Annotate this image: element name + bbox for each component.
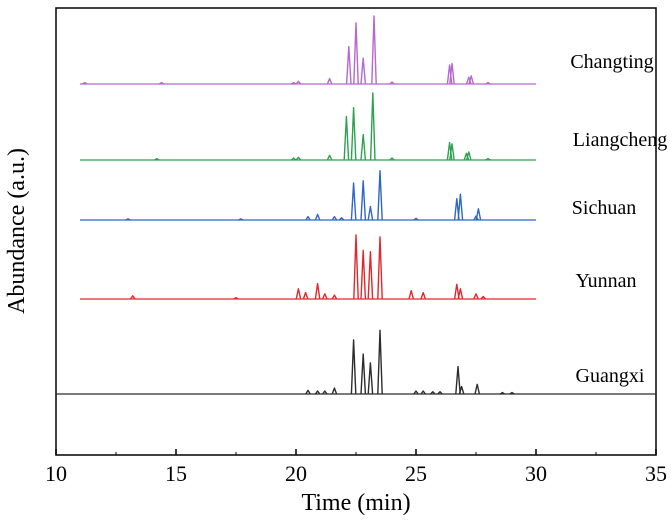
chromatogram-peak: [468, 75, 475, 85]
chromatogram-peak: [473, 215, 479, 221]
chromatogram-peak: [350, 182, 357, 221]
chromatogram-peak: [474, 383, 481, 395]
chromatogram-peak: [353, 22, 359, 85]
chromatogram-peak: [367, 205, 374, 221]
chromatogram-peak: [420, 291, 427, 300]
chromatogram-peak: [509, 391, 515, 395]
series-guangxi: Guangxi: [56, 329, 656, 395]
chromatogram-peak: [350, 339, 357, 395]
chromatogram-peak: [371, 15, 377, 85]
y-axis-title: Abundance (a.u.): [4, 148, 30, 314]
chromatogram-peak: [353, 234, 359, 300]
chromatogram-peak: [326, 154, 333, 161]
chromatogram-peak: [455, 365, 461, 395]
chromatogram-peak: [82, 81, 88, 85]
chromatogram-peak: [331, 294, 338, 300]
chromatogram-peak: [449, 143, 455, 161]
chromatogram-peak: [314, 282, 321, 300]
chromatogram-peak: [350, 107, 357, 161]
chromatogram-peak: [295, 156, 302, 161]
chromatogram-peak: [420, 390, 426, 395]
chromatogram-peak: [485, 81, 491, 85]
chromatogram-peak: [499, 391, 505, 395]
chromatogram-peak: [331, 387, 338, 395]
chromatogram-peak: [389, 81, 395, 85]
chromatogram-peak: [449, 62, 455, 85]
series-liangcheng: Liangcheng: [80, 92, 667, 161]
chromatogram-peak: [457, 193, 464, 221]
chromatogram-peak: [305, 215, 311, 221]
chromatogram-peak: [326, 77, 333, 85]
chromatogram-peak: [295, 288, 302, 300]
chromatogram-peak: [238, 218, 244, 221]
chromatogram-peak: [314, 213, 321, 221]
chromatogram-peak: [413, 217, 419, 221]
chromatogram-peak: [437, 391, 443, 395]
series-sichuan: Sichuan: [80, 170, 636, 221]
series-traces: Changting Liangcheng Sichuan Yunnan Guangxi: [56, 15, 667, 395]
chromatogram-peak: [233, 297, 239, 300]
chromatogram-peak: [413, 390, 419, 395]
chromatogram-peak: [291, 81, 297, 85]
chromatogram-peak: [369, 92, 376, 161]
chromatogram-peak: [360, 249, 367, 300]
chromatogram-peak: [377, 329, 383, 395]
chromatogram-peak: [360, 133, 367, 161]
chromatogram-peak: [473, 293, 479, 300]
chromatogram-peak: [130, 295, 136, 300]
chromatogram-peak: [367, 362, 374, 395]
series-label: Liangcheng: [573, 129, 667, 151]
chromatogram-peak: [305, 389, 311, 395]
x-axis-title: Time (min): [301, 490, 410, 516]
chromatogram-peak: [360, 57, 367, 85]
chromatogram-peak: [314, 390, 321, 395]
series-changting: Changting: [80, 15, 654, 85]
series-label: Changting: [570, 51, 653, 73]
chromatogram-peak: [343, 115, 350, 161]
chromatogram-peak: [389, 157, 395, 161]
chromatogram-peak: [453, 283, 460, 300]
chromatogram-peak: [154, 157, 160, 161]
series-yunnan: Yunnan: [80, 234, 637, 300]
chromatogram-peak: [360, 180, 367, 221]
chromatogram-peak: [480, 295, 486, 300]
chromatogram-peak: [457, 288, 464, 300]
chromatogram-peak: [302, 291, 309, 300]
chromatogram-peak: [159, 81, 165, 85]
x-tick-label: 35: [645, 461, 667, 486]
chromatogram-peak: [377, 170, 383, 221]
chromatogram-peak: [475, 208, 482, 221]
chromatogram-peak: [295, 80, 302, 85]
x-tick-label: 20: [285, 461, 307, 486]
x-tick-label: 10: [45, 461, 67, 486]
x-tick-label: 30: [525, 461, 547, 486]
chromatogram-peak: [338, 217, 345, 221]
chromatogram-peak: [290, 157, 297, 161]
chromatogram-peak: [331, 215, 338, 221]
x-axis-ticks: 10 15 20 25 30 35: [45, 449, 667, 486]
series-label: Yunnan: [575, 270, 636, 292]
chromatogram-peak: [322, 390, 328, 395]
chromatogram-peak: [485, 157, 491, 161]
series-label: Sichuan: [572, 197, 636, 219]
chromatogram-peak: [321, 293, 328, 300]
chromatogram-peak: [408, 289, 415, 300]
chromatogram-peak: [367, 250, 374, 300]
chromatogram-peak: [125, 218, 131, 221]
chromatogram-peak: [360, 353, 367, 395]
chromatogram-peak: [465, 151, 472, 161]
chromatogram-peak: [430, 391, 436, 395]
x-tick-label: 25: [405, 461, 427, 486]
chromatogram-peak: [345, 45, 352, 85]
series-label: Guangxi: [576, 365, 645, 387]
chromatogram-peak: [458, 385, 465, 395]
chromatogram-peak: [377, 236, 383, 300]
x-tick-label: 15: [165, 461, 187, 486]
